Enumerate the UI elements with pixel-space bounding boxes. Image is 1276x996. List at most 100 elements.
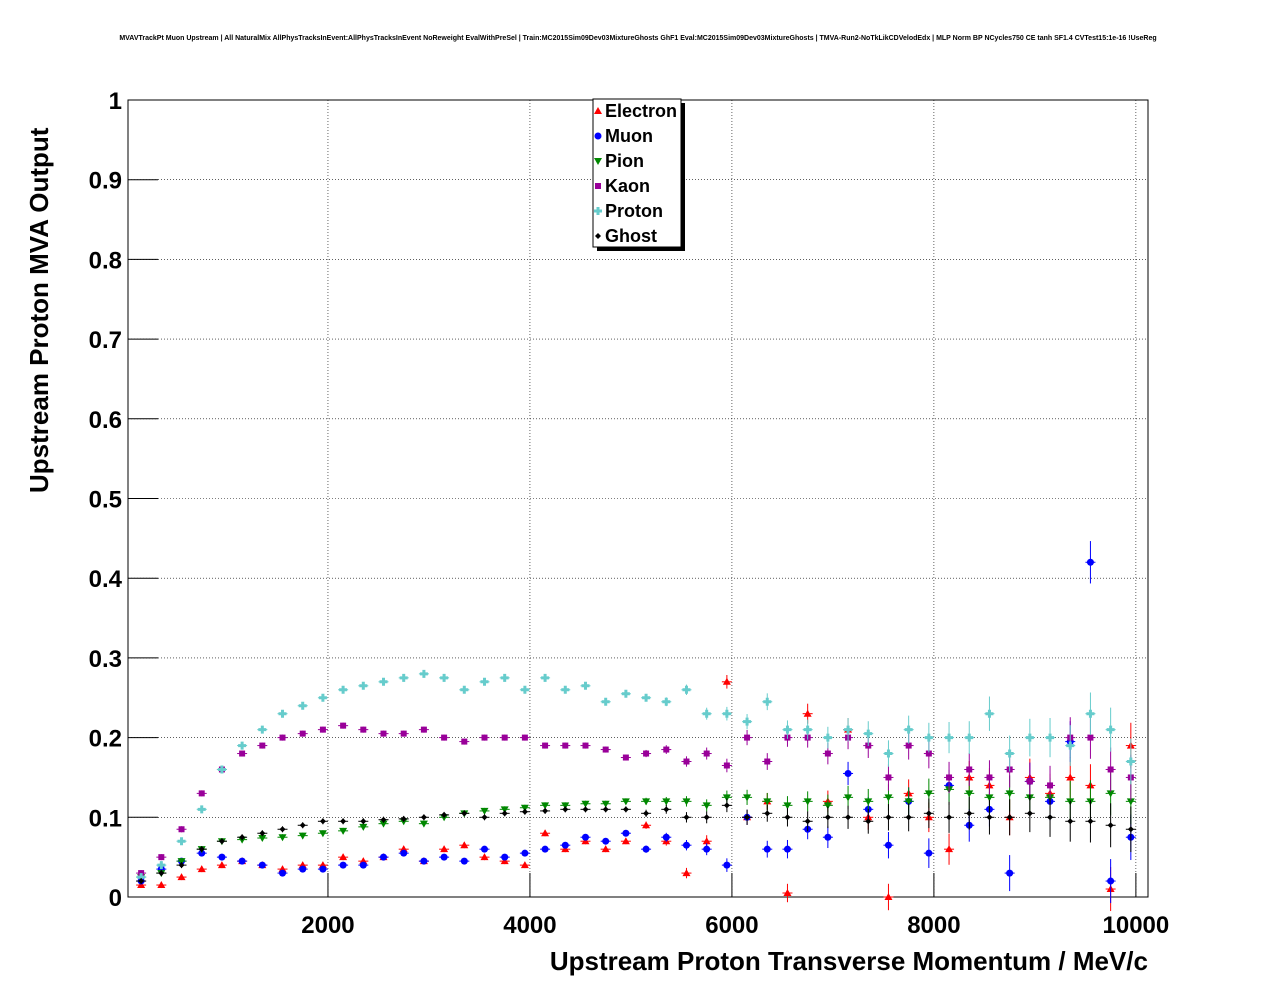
proton-point — [823, 733, 832, 742]
ghost-point — [1067, 818, 1074, 825]
proton-point — [965, 733, 974, 742]
electron-point — [217, 861, 226, 869]
proton-point — [904, 725, 913, 734]
muon-point — [218, 853, 226, 861]
chart-title: MVAVTrackPt Muon Upstream | All NaturalM… — [119, 35, 1157, 42]
electron-point — [702, 837, 711, 845]
muon-point — [1107, 877, 1115, 885]
kaon-point — [239, 750, 246, 757]
ghost-point — [925, 810, 932, 817]
pion-point — [258, 835, 267, 843]
proton-point — [460, 685, 469, 694]
proton-point — [1005, 749, 1014, 758]
proton-point — [763, 697, 772, 706]
proton-point — [702, 709, 711, 718]
proton-point — [1025, 733, 1034, 742]
ghost-point — [1087, 818, 1094, 825]
proton-point — [318, 693, 327, 702]
pion-point — [419, 820, 428, 828]
kaon-point — [683, 758, 690, 765]
ghost-point — [198, 846, 205, 853]
proton-point — [278, 709, 287, 718]
ghost-point — [542, 807, 549, 814]
pion-point — [621, 798, 630, 806]
proton-point — [561, 685, 570, 694]
ghost-point — [138, 878, 145, 885]
proton-point — [581, 681, 590, 690]
kaon-point — [400, 730, 407, 737]
pion-point — [500, 806, 509, 814]
pion-point — [561, 802, 570, 810]
muon-point — [299, 865, 307, 873]
pion-point — [480, 807, 489, 815]
electron-point — [541, 829, 550, 837]
muon-point — [541, 845, 549, 853]
kaon-point — [723, 762, 730, 769]
electron-point — [601, 845, 610, 853]
y-tick-label: 0.6 — [89, 407, 122, 434]
muon-point — [380, 853, 388, 861]
pion-point — [682, 798, 691, 806]
kaon-point — [1047, 782, 1054, 789]
kaon-point — [1107, 766, 1114, 773]
kaon-point — [622, 754, 629, 761]
kaon-point — [1026, 778, 1033, 785]
pion-point — [1126, 798, 1135, 806]
ghost-point — [340, 818, 347, 825]
pion-point — [904, 798, 913, 806]
legend-marker-ghost — [595, 233, 601, 239]
pion-point — [177, 858, 186, 866]
y-tick-label: 1 — [109, 88, 122, 115]
proton-point — [520, 685, 529, 694]
kaon-point — [158, 854, 165, 861]
proton-point — [500, 673, 509, 682]
pion-point — [924, 790, 933, 798]
y-tick-label: 0.3 — [89, 646, 122, 673]
muon-point — [662, 833, 670, 841]
ghost-point — [1127, 826, 1134, 833]
legend-label-ghost: Ghost — [605, 226, 657, 246]
y-tick-label: 0.8 — [89, 247, 122, 274]
x-axis-label: Upstream Proton Transverse Momentum / Me… — [550, 946, 1148, 976]
electron-point — [783, 889, 792, 897]
proton-point — [1126, 757, 1135, 766]
ghost-point — [865, 818, 872, 825]
ghost-point — [582, 806, 589, 813]
muon-point — [642, 845, 650, 853]
proton-point — [844, 725, 853, 734]
y-tick-label: 0 — [109, 885, 122, 912]
ghost-point — [461, 810, 468, 817]
proton-point — [864, 729, 873, 738]
kaon-point — [905, 742, 912, 749]
ghost-point — [764, 810, 771, 817]
pion-point — [601, 800, 610, 808]
proton-point — [662, 697, 671, 706]
ghost-point — [1006, 814, 1013, 821]
muon-point — [258, 861, 266, 869]
pion-point — [520, 804, 529, 812]
muon-point — [501, 853, 509, 861]
ghost-point — [239, 834, 246, 841]
pion-point — [541, 802, 550, 810]
legend-marker-muon — [594, 132, 602, 140]
proton-point — [1106, 725, 1115, 734]
proton-point — [339, 685, 348, 694]
ghost-point — [966, 810, 973, 817]
kaon-point — [562, 742, 569, 749]
proton-point — [601, 697, 610, 706]
muon-point — [339, 861, 347, 869]
kaon-point — [663, 746, 670, 753]
ghost-point — [400, 815, 407, 822]
muon-point — [480, 845, 488, 853]
kaon-point — [481, 734, 488, 741]
y-tick-label: 0.7 — [89, 327, 122, 354]
proton-point — [924, 733, 933, 742]
ghost-point — [360, 818, 367, 825]
muon-point — [622, 829, 630, 837]
muon-point — [561, 841, 569, 849]
ghost-point — [218, 838, 225, 845]
kaon-point — [643, 750, 650, 757]
electron-point — [722, 677, 731, 685]
proton-point — [985, 709, 994, 718]
legend-box — [592, 98, 682, 248]
